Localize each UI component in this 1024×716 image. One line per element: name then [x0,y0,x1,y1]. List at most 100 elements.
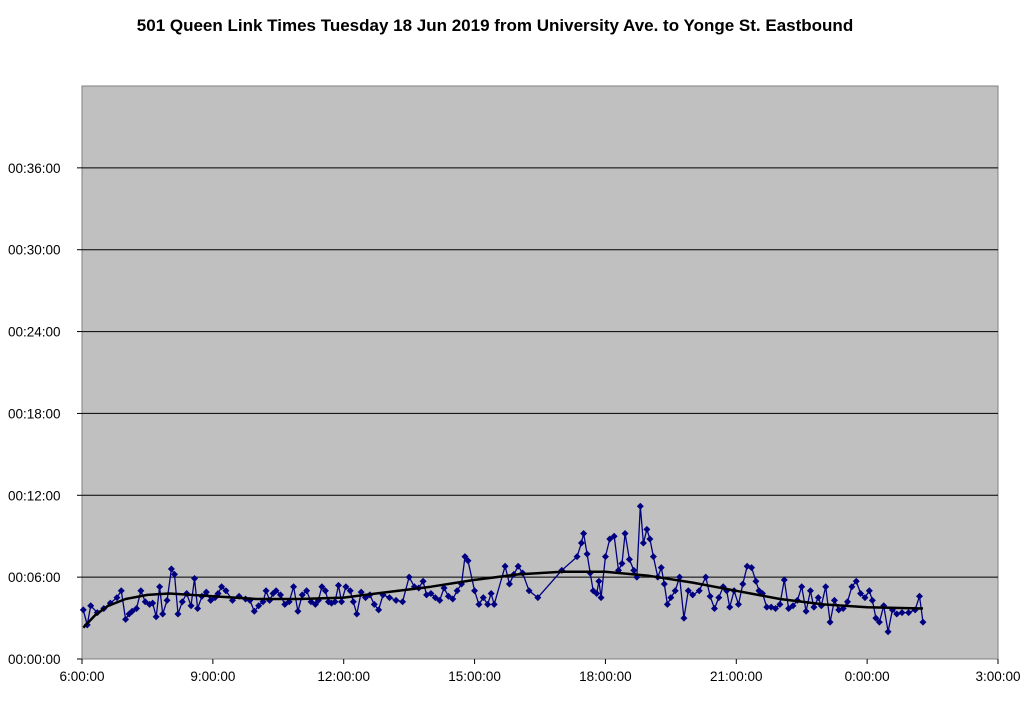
data-point [810,603,818,611]
data-point [427,590,435,598]
data-point [464,557,472,565]
data-point [475,600,483,608]
trend-line [82,570,924,629]
data-point [272,587,280,595]
data-point [577,539,585,547]
data-point [321,587,329,595]
data-point [113,594,121,602]
data-point [187,602,195,610]
data-point [479,594,487,602]
data-point [663,600,671,608]
data-point [726,603,734,611]
y-tick-label: 00:30:00 [8,243,61,258]
data-point [715,594,723,602]
x-tick-label: 0:00:00 [845,669,890,684]
data-point [370,600,378,608]
data-point [399,598,407,606]
data-point [789,602,797,610]
data-point [255,602,263,610]
data-point [919,618,927,626]
data-point [573,553,581,561]
data-point [706,592,714,600]
data-point [122,615,130,623]
data-point [636,502,644,510]
data-point [436,596,444,604]
data-point [580,529,588,537]
data-point [141,598,149,606]
data-point [419,577,427,585]
data-point [606,535,614,543]
data-point [375,606,383,614]
data-point [667,594,675,602]
data-point [646,535,654,543]
data-point [915,592,923,600]
data-point [844,598,852,606]
data-point [695,587,703,595]
data-point [852,577,860,585]
data-point [392,596,400,604]
data-point [822,583,830,591]
data-point [311,600,319,608]
data-point [170,570,178,578]
data-point [346,587,354,595]
data-point [630,566,638,574]
data-point [872,614,880,622]
data-point [386,594,394,602]
data-point [848,583,856,591]
data-point [342,583,350,591]
data-point [597,594,605,602]
data-point [710,605,718,613]
data-point [357,588,365,596]
data-point [318,583,326,591]
data-point [487,590,495,598]
data-point [133,605,141,613]
data-point [680,614,688,622]
x-tick-label: 18:00:00 [579,669,632,684]
data-point [449,595,457,603]
y-axis: 00:00:00 00:06:00 00:12:00 00:18:00 00:24:00… [8,161,82,667]
data-point [780,576,788,584]
plot-area [81,85,999,660]
data-point [453,587,461,595]
chart-title: 501 Queen Link Times Tuesday 18 Jun 2019… [136,16,854,35]
data-point [898,609,906,617]
data-point [625,555,633,563]
data-point [583,550,591,558]
data-point [202,588,210,596]
data-point [461,553,469,561]
data-point [639,539,647,547]
y-tick-label: 00:12:00 [8,488,61,503]
data-point [684,587,692,595]
data-point [444,592,452,600]
data-point [676,573,684,581]
data-point [514,562,522,570]
data-point [156,583,164,591]
data-point [776,600,784,608]
data-point [117,587,125,595]
data-point [490,600,498,608]
data-point [191,575,199,583]
data-point [87,602,95,610]
data-point [865,587,873,595]
y-tick-label: 00:24:00 [8,325,61,340]
x-tick-label: 6:00:00 [59,669,104,684]
data-point [484,600,492,608]
data-point [331,598,339,606]
y-tick-label: 00:00:00 [8,652,61,667]
data-point [798,583,806,591]
data-point [875,618,883,626]
data-point [671,587,679,595]
x-tick-label: 21:00:00 [710,669,763,684]
data-point [643,525,651,533]
data-point [702,573,710,581]
series-layer [79,502,927,636]
data-point [298,591,306,599]
data-point [660,580,668,588]
data-point [79,606,87,614]
data-point [734,600,742,608]
data-point [262,587,270,595]
data-point [739,580,747,588]
data-point [152,613,160,621]
data-point [893,610,901,618]
